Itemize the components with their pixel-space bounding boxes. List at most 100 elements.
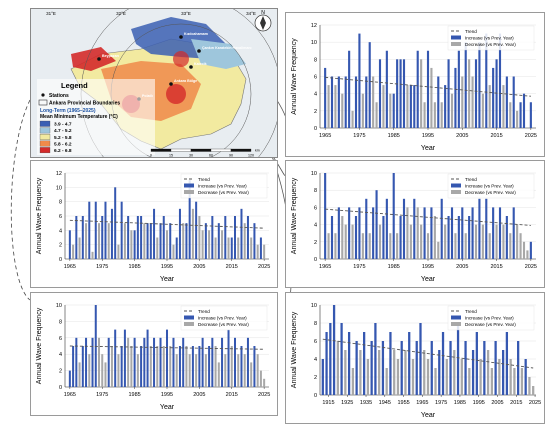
decrease-bar (334, 233, 337, 259)
y-axis-label: Annual Wave Frequency (36, 177, 43, 254)
y-axis-label: Annual Wave Frequency (291, 177, 298, 254)
x-tick-label: 1985 (454, 400, 466, 406)
decrease-bar (156, 237, 159, 259)
decrease-bar (336, 341, 339, 395)
increase-bar (85, 337, 88, 387)
y-tick-label: 6 (59, 214, 62, 220)
increase-bar (485, 198, 488, 259)
decrease-bar (490, 368, 493, 395)
decrease-bar (502, 224, 505, 259)
increase-bar (185, 223, 188, 259)
increase-bar (378, 59, 382, 129)
increase-bar (81, 216, 84, 259)
y-tick-label: 10 (311, 303, 317, 309)
decrease-bar (172, 244, 175, 259)
decrease-bar (372, 76, 375, 128)
increase-bar (211, 216, 214, 259)
decrease-bar (256, 244, 259, 259)
increase-bar (172, 337, 175, 387)
y-tick-label: 10 (56, 303, 62, 309)
decrease-bar (221, 230, 224, 259)
x-tick-label: 1965 (416, 400, 428, 406)
increase-bar (259, 237, 262, 259)
x-axis-label: Year (160, 276, 175, 283)
scale-segment (210, 148, 232, 152)
station-marker (197, 49, 201, 53)
decrease-bar (88, 354, 91, 387)
decrease-bar (341, 93, 344, 128)
increase-bar (321, 359, 324, 395)
decrease-bar (214, 237, 217, 259)
legend-box (447, 305, 535, 331)
legend-boundary: Ankara Provincial Boundaries (49, 101, 120, 107)
y-tick-label: 8 (59, 200, 62, 206)
chart-2: 0 2 4 6 8 10 12 1965 1975 1985 1995 2005 2015 2025 Yea… (36, 171, 270, 283)
decrease-bar (117, 354, 120, 387)
increase-bar (159, 337, 162, 387)
decrease-bar (130, 230, 133, 259)
increase-bar (337, 76, 340, 128)
legend-trend-label: Trend (465, 29, 477, 34)
decrease-bar (169, 346, 172, 387)
x-tick-label: 2005 (456, 133, 468, 139)
decrease-bar (520, 368, 524, 395)
increase-bar (461, 207, 464, 259)
decrease-bar (72, 244, 75, 259)
decrease-bar (433, 216, 436, 259)
increase-bar (169, 223, 172, 259)
decrease-bar (495, 224, 498, 259)
increase-bar (501, 350, 505, 395)
y-tick-label: 10 (311, 171, 317, 177)
decrease-bar (214, 346, 217, 387)
chart-3: 0 2 4 6 8 10 1965 1975 1985 1995 2005 2015 2025 Year A… (291, 171, 537, 283)
decrease-bar (509, 102, 512, 128)
x-tick-label: 1985 (128, 392, 140, 398)
decrease-bar (460, 359, 463, 395)
legend-box (447, 25, 535, 51)
x-tick-label: 2025 (258, 264, 270, 270)
trend-line (325, 208, 531, 226)
decrease-bar (519, 233, 522, 259)
legend-classes: 3.9 - 4.74.7 - 5.25.2 - 5.85.8 - 6.26.2 … (39, 120, 72, 154)
increase-bar (423, 207, 426, 259)
increase-bar (382, 216, 385, 259)
increase-bar (204, 223, 207, 259)
decrease-bar (351, 368, 355, 395)
increase-bar (368, 42, 371, 128)
increase-bar (498, 33, 502, 128)
decrease-bar (445, 359, 448, 395)
chart-panel-2: 0 2 4 6 8 10 12 1965 1975 1985 1995 2005 2015 2025 Yea… (30, 160, 278, 288)
decrease-bar (416, 207, 419, 259)
increase-bar (324, 67, 327, 128)
increase-bar (153, 208, 156, 259)
increase-bar (524, 359, 527, 395)
longitude-tick-label: 33°E (181, 11, 191, 16)
legend-decrease-label: Decrease (vs Prev. Year) (198, 322, 249, 327)
increase-bar (430, 207, 433, 259)
decrease-bar (509, 359, 512, 395)
increase-bar (358, 33, 361, 128)
legend-swatch (39, 147, 51, 154)
decrease-bar (149, 346, 152, 387)
increase-bar (198, 346, 201, 387)
decrease-bar (256, 354, 259, 387)
y-tick-label: 2 (314, 240, 317, 246)
x-tick-label: 2005 (456, 264, 468, 270)
decrease-bar (227, 237, 230, 259)
decrease-bar (104, 362, 107, 387)
map-panel: Beypazarı Kızılcahamam Çankırı Karatekin H… (30, 8, 278, 158)
increase-bar (464, 42, 467, 128)
decrease-bar (341, 216, 344, 259)
scale-label: 120 (248, 154, 254, 158)
scale-label: 60 (209, 154, 213, 158)
increase-bar (330, 216, 334, 259)
increase-bar (408, 332, 411, 395)
increase-bar (456, 323, 460, 395)
station-label: Kalecik (194, 62, 207, 66)
x-tick-label: 1995 (422, 264, 434, 270)
increase-bar (81, 346, 84, 387)
plot-area: 0 2 4 6 8 10 1915 1925 1935 1945 1955 1965 1975 1985 1… (291, 303, 541, 419)
x-tick-label: 1985 (128, 264, 140, 270)
x-tick-label: 1995 (161, 392, 173, 398)
decrease-bar (344, 224, 347, 259)
